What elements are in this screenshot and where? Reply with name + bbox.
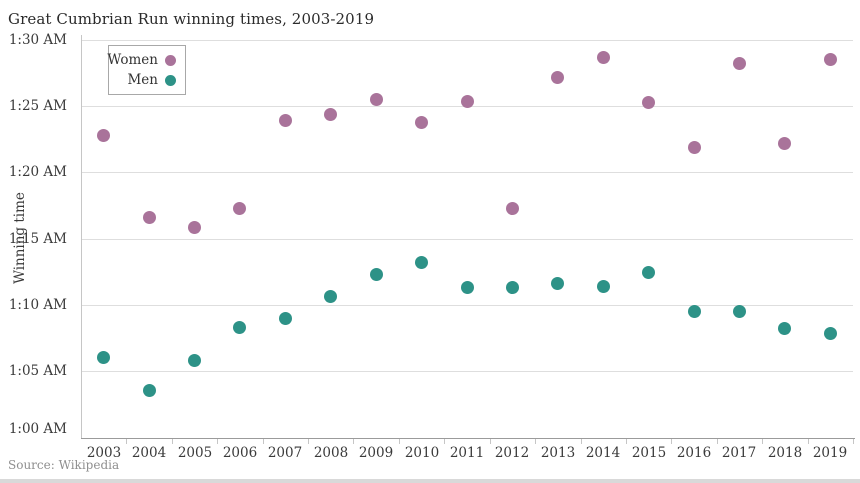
data-point-women-2014	[597, 51, 610, 64]
y-tick-label: 1:00 AM	[8, 421, 67, 437]
x-tick-label: 2006	[222, 445, 258, 461]
x-tick-mark	[626, 439, 627, 444]
x-axis-line	[81, 438, 855, 439]
data-point-women-2006	[233, 202, 246, 215]
data-point-women-2004	[143, 211, 156, 224]
data-point-men-2017	[733, 305, 746, 318]
data-point-women-2009	[370, 93, 383, 106]
y-tick-label: 1:20 AM	[8, 164, 67, 180]
gridline-1-05-am	[81, 371, 853, 372]
x-tick-label: 2013	[540, 445, 576, 461]
data-point-men-2004	[143, 384, 156, 397]
x-tick-mark	[263, 439, 264, 444]
data-point-men-2012	[506, 281, 519, 294]
data-point-women-2013	[551, 71, 564, 84]
x-tick-mark	[172, 439, 173, 444]
chart-title: Great Cumbrian Run winning times, 2003-2…	[8, 10, 375, 28]
men-series-dot-icon	[165, 74, 176, 86]
data-point-women-2011	[461, 95, 474, 108]
legend-label-women: Women	[107, 52, 158, 68]
x-tick-label: 2004	[131, 445, 167, 461]
data-point-women-2018	[778, 137, 791, 150]
data-point-women-2010	[415, 116, 428, 129]
x-tick-mark	[444, 439, 445, 444]
data-point-women-2016	[688, 141, 701, 154]
x-tick-label: 2010	[404, 445, 440, 461]
data-point-men-2006	[233, 321, 246, 334]
y-tick-label: 1:25 AM	[8, 98, 67, 114]
x-tick-label: 2008	[313, 445, 349, 461]
y-tick-label: 1:30 AM	[8, 32, 67, 48]
x-tick-label: 2009	[358, 445, 394, 461]
x-tick-label: 2007	[267, 445, 303, 461]
gridline-1-10-am	[81, 305, 853, 306]
data-point-men-2010	[415, 256, 428, 269]
x-tick-mark	[717, 439, 718, 444]
y-axis-title: Winning time	[12, 192, 28, 284]
data-point-men-2007	[279, 312, 292, 325]
legend-item-men: Men	[109, 70, 185, 90]
x-tick-mark	[853, 439, 854, 444]
data-point-women-2015	[642, 96, 655, 109]
data-point-men-2011	[461, 281, 474, 294]
x-tick-label: 2015	[631, 445, 667, 461]
y-tick-label: 1:10 AM	[8, 297, 67, 313]
x-tick-label: 2018	[767, 445, 803, 461]
x-tick-label: 2011	[449, 445, 485, 461]
x-tick-label: 2003	[86, 445, 122, 461]
data-point-men-2008	[324, 290, 337, 303]
data-point-women-2008	[324, 108, 337, 121]
data-point-men-2015	[642, 266, 655, 279]
data-point-women-2003	[97, 129, 110, 142]
data-point-men-2018	[778, 322, 791, 335]
x-tick-mark	[399, 439, 400, 444]
legend: Women Men	[107, 45, 186, 95]
data-point-women-2012	[506, 202, 519, 215]
x-tick-label: 2017	[721, 445, 757, 461]
women-series-dot-icon	[165, 54, 176, 66]
x-tick-mark	[353, 439, 354, 444]
data-point-women-2019	[824, 53, 837, 66]
y-axis-line	[81, 35, 82, 438]
y-tick-label: 1:15 AM	[8, 231, 67, 247]
window-bottom-edge	[0, 479, 860, 483]
source-note: Source: Wikipedia	[8, 458, 120, 472]
x-tick-mark	[308, 439, 309, 444]
data-point-men-2013	[551, 277, 564, 290]
x-tick-mark	[217, 439, 218, 444]
x-tick-mark	[762, 439, 763, 444]
data-point-men-2009	[370, 268, 383, 281]
gridline-1-30-am	[81, 40, 853, 41]
data-point-women-2007	[279, 114, 292, 127]
data-point-men-2003	[97, 351, 110, 364]
x-tick-label: 2014	[585, 445, 621, 461]
gridline-1-20-am	[81, 172, 853, 173]
gridline-1-15-am	[81, 239, 853, 240]
x-tick-label: 2016	[676, 445, 712, 461]
x-tick-label: 2019	[812, 445, 848, 461]
legend-label-men: Men	[127, 72, 158, 88]
x-tick-label: 2005	[177, 445, 213, 461]
data-point-women-2017	[733, 57, 746, 70]
x-tick-mark	[581, 439, 582, 444]
data-point-men-2016	[688, 305, 701, 318]
x-tick-mark	[808, 439, 809, 444]
data-point-women-2005	[188, 221, 201, 234]
y-tick-label: 1:05 AM	[8, 363, 67, 379]
x-tick-mark	[671, 439, 672, 444]
legend-item-women: Women	[107, 50, 185, 70]
data-point-men-2014	[597, 280, 610, 293]
x-tick-label: 2012	[494, 445, 530, 461]
data-point-men-2005	[188, 354, 201, 367]
data-point-men-2019	[824, 327, 837, 340]
x-tick-mark	[490, 439, 491, 444]
x-tick-mark	[126, 439, 127, 444]
x-tick-mark	[535, 439, 536, 444]
